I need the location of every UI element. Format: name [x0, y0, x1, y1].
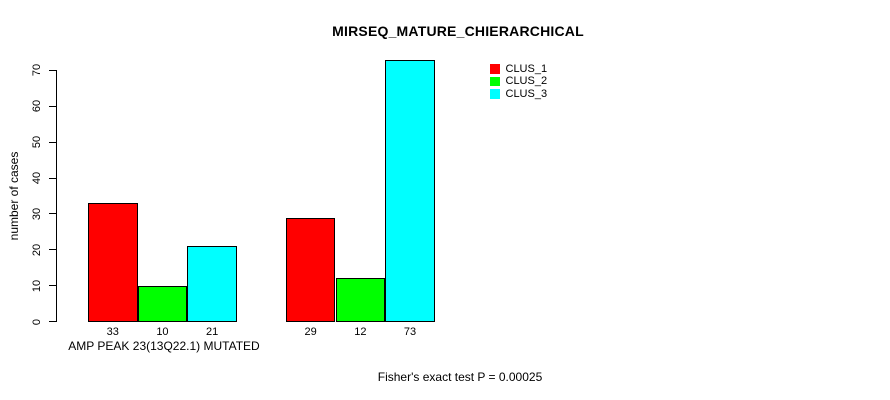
legend: CLUS_1 CLUS_2 CLUS_3 [490, 63, 547, 100]
legend-item-clus_1: CLUS_1 [490, 63, 547, 75]
legend-item-clus_3: CLUS_3 [490, 88, 547, 100]
y-axis-tick [49, 141, 57, 143]
y-axis-title: number of cases [7, 151, 21, 241]
legend-item-clus_2: CLUS_2 [490, 75, 547, 87]
bar-value-label: 73 [403, 326, 417, 338]
fisher-test-annotation: Fisher's exact test P = 0.00025 [377, 370, 543, 384]
y-axis-tick [49, 69, 57, 71]
y-axis-tick-label: 10 [31, 279, 43, 292]
y-axis-tick [49, 321, 57, 322]
bar-clus_1-group1 [87, 203, 138, 323]
bar-clus_3-group1 [187, 246, 237, 323]
y-axis-tick [49, 249, 57, 251]
legend-swatch [490, 64, 500, 74]
y-axis-tick-label: 0 [31, 318, 43, 325]
legend-label: CLUS_2 [505, 75, 548, 88]
legend-label: CLUS_1 [505, 63, 548, 75]
y-axis-tick [49, 285, 57, 287]
bar-clus_2-group2 [335, 278, 386, 323]
y-axis-tick [49, 105, 57, 107]
y-axis-tick [49, 213, 57, 215]
x-axis-label: AMP PEAK 23(13Q22.1) MUTATED [68, 339, 260, 353]
y-axis-line [56, 70, 57, 322]
bar-clus_3-group2 [385, 59, 435, 323]
bar-value-label: 10 [156, 326, 169, 338]
y-axis-tick-label: 50 [31, 136, 43, 149]
bar-clus_2-group1 [137, 285, 188, 323]
bar-clus_1-group2 [285, 217, 336, 323]
bar-value-label: 21 [206, 326, 219, 338]
legend-swatch [490, 89, 500, 99]
y-axis-tick-label: 70 [31, 64, 43, 77]
y-axis-tick-label: 20 [31, 243, 43, 256]
y-axis-tick-label: 40 [31, 171, 43, 185]
y-axis-tick [49, 177, 57, 179]
chart-title: MIRSEQ_MATURE_CHIERARCHICAL [332, 23, 584, 39]
legend-swatch [490, 76, 500, 87]
bar-value-label: 29 [304, 326, 317, 338]
bar-value-label: 33 [106, 326, 119, 338]
bar-value-label: 12 [354, 326, 367, 338]
y-axis-tick-label: 30 [31, 207, 43, 221]
y-axis-tick-label: 60 [31, 100, 43, 113]
legend-label: CLUS_3 [505, 87, 548, 100]
